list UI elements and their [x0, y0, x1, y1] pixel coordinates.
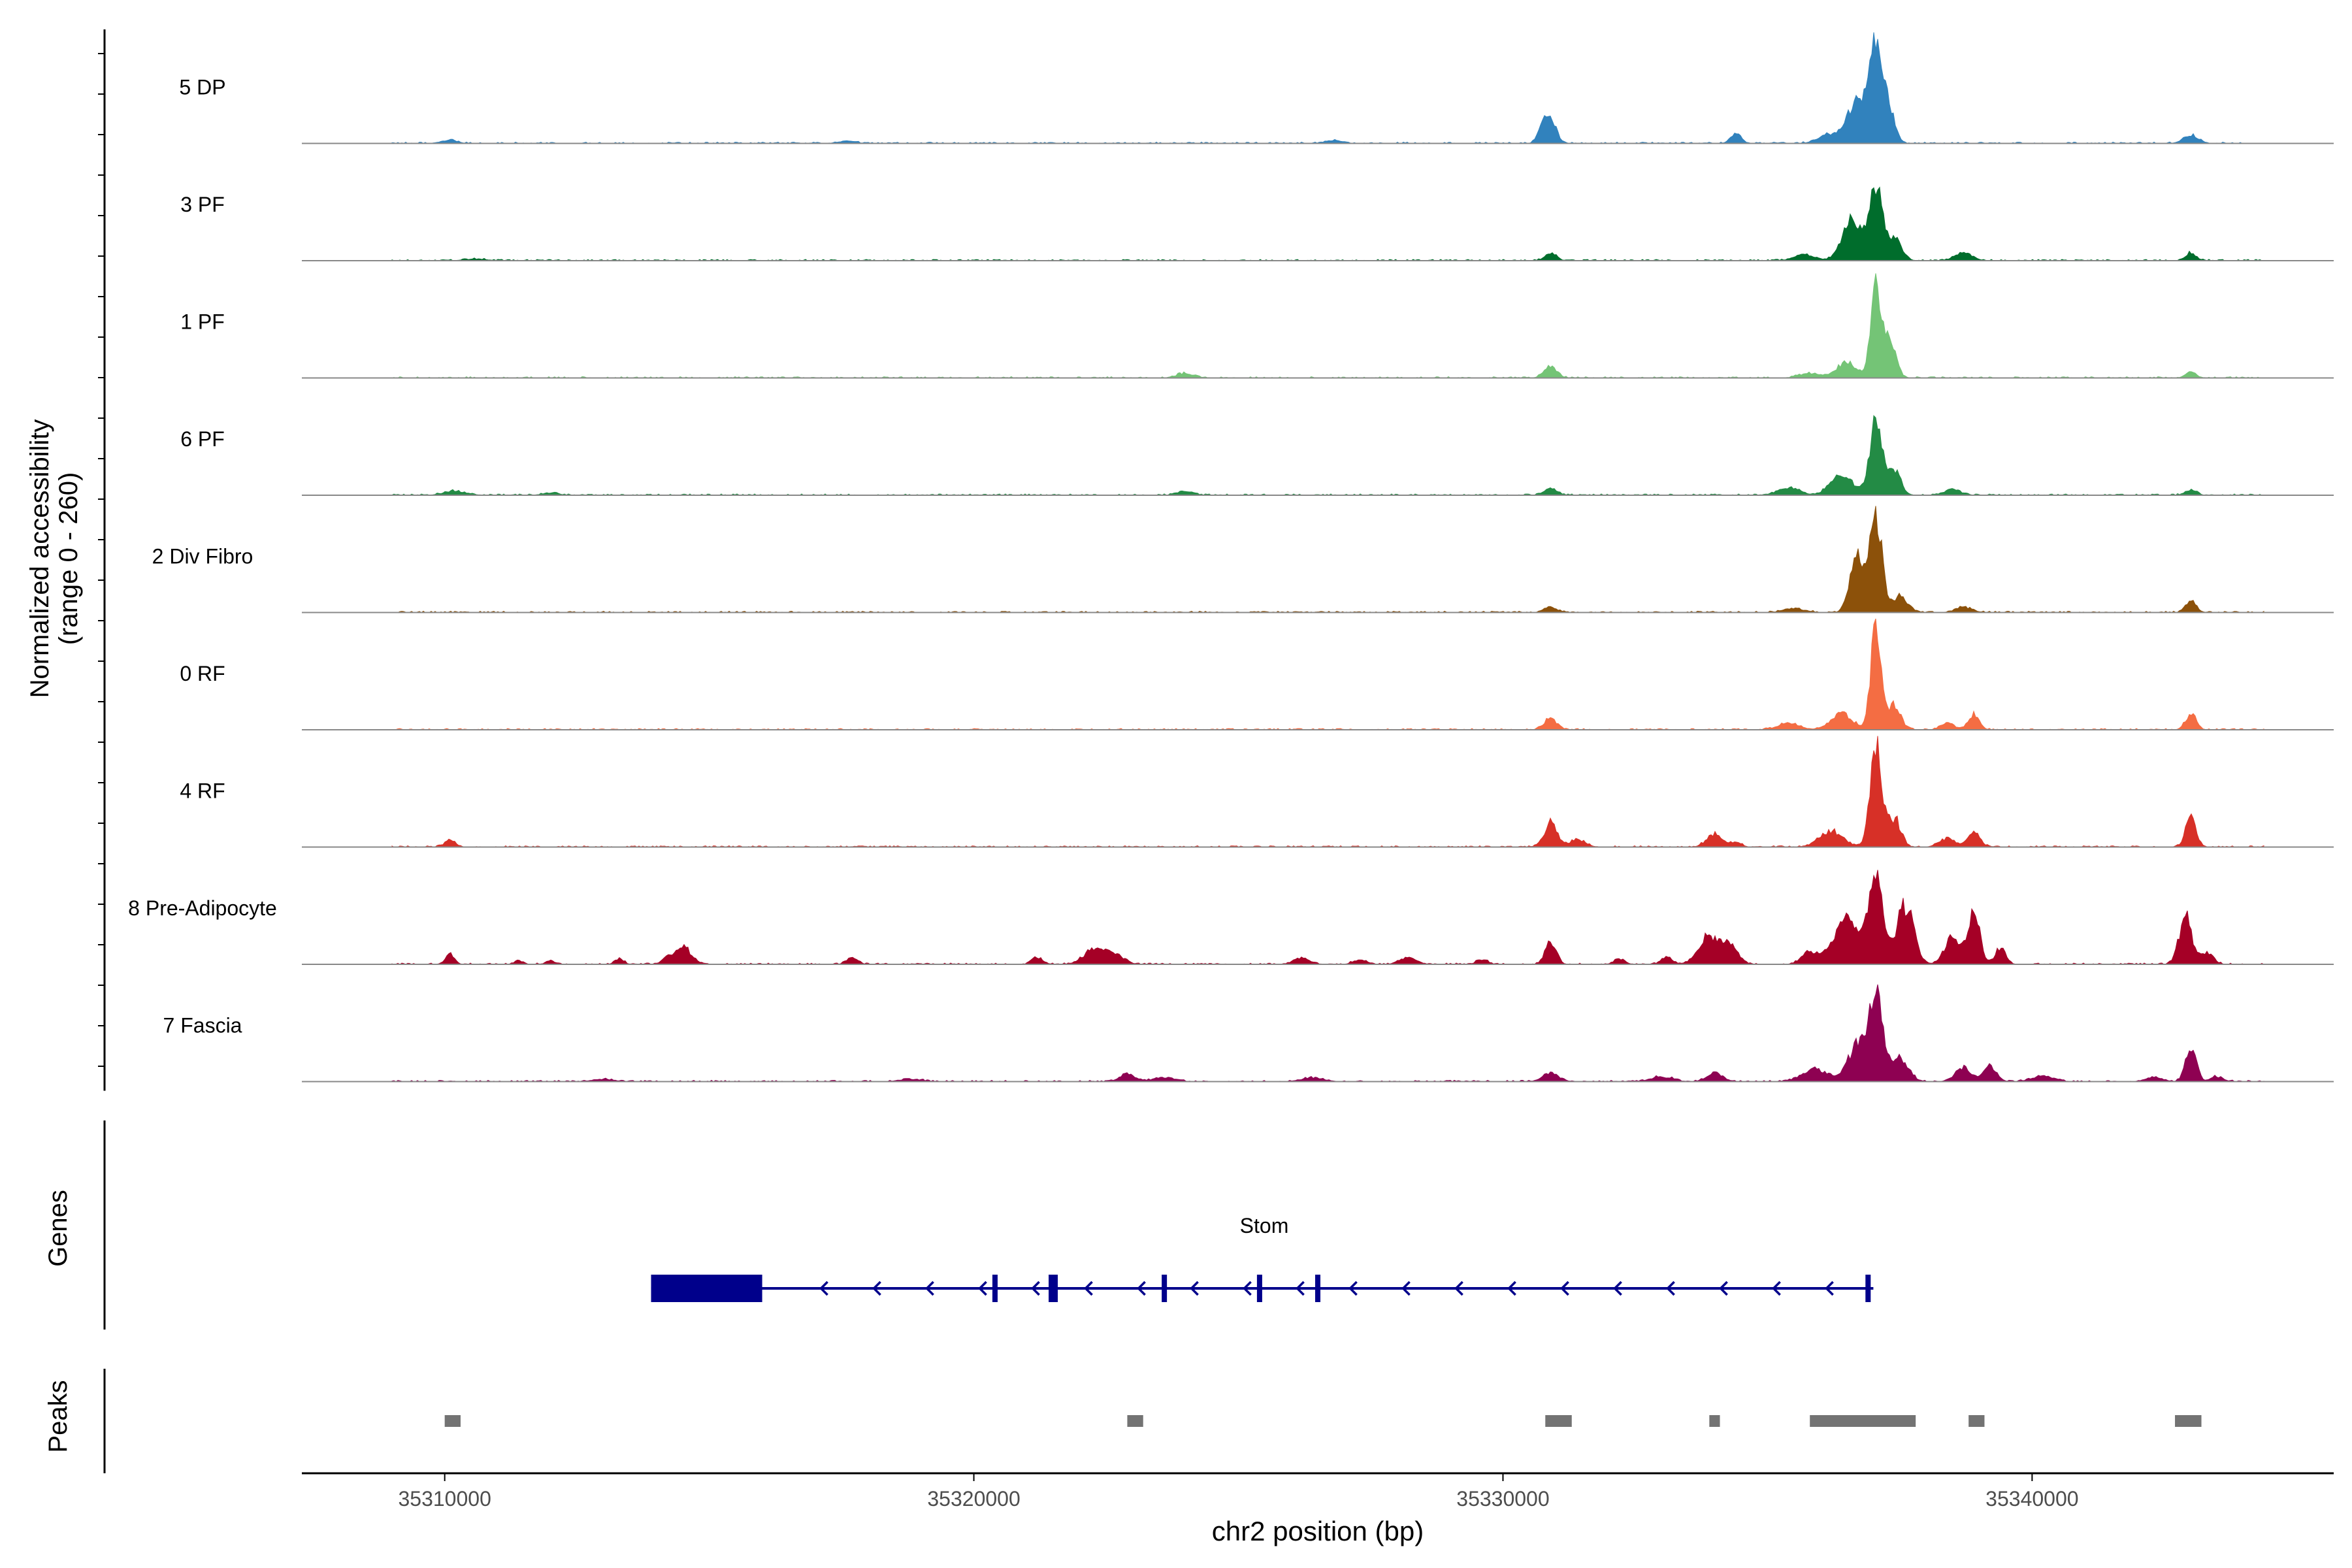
track-label: 1 PF [180, 310, 225, 334]
y-axis-label-line2: (range 0 - 260) [54, 472, 83, 645]
track-3-pf: 3 PF [180, 186, 2334, 261]
strand-arrow [1825, 1281, 1834, 1296]
peaks-track-label: Peaks [44, 1380, 73, 1452]
strand-arrow [1243, 1281, 1252, 1296]
strand-arrow [819, 1281, 828, 1296]
strand-arrow [1190, 1281, 1199, 1296]
track-label: 2 Div Fibro [152, 545, 253, 568]
strand-arrow [1137, 1281, 1146, 1296]
coverage-area [392, 506, 2264, 613]
genes-track-label: Genes [44, 1190, 73, 1267]
track-2-div-fibro: 2 Div Fibro [152, 506, 2334, 613]
peak-region [1968, 1415, 1985, 1427]
coverage-area [391, 736, 2264, 848]
track-7-fascia: 7 Fascia [163, 984, 2334, 1083]
track-label: 0 RF [180, 662, 225, 685]
coverage-area [391, 618, 2264, 730]
peak-region [1810, 1415, 1916, 1427]
strand-arrow [872, 1281, 881, 1296]
strand-arrow [925, 1281, 934, 1296]
track-label: 7 Fascia [163, 1014, 242, 1037]
strand-arrow [1666, 1281, 1675, 1296]
axes: 35310000 35320000 35330000 35340000 [98, 29, 2334, 1511]
gene-name-label: Stom [1240, 1214, 1289, 1237]
strand-arrow [1507, 1281, 1516, 1296]
peak-region [444, 1415, 461, 1427]
coverage-area [391, 186, 2264, 261]
track-label: 6 PF [180, 427, 225, 451]
strand-arrow [1296, 1281, 1305, 1296]
track-0-rf: 0 RF [180, 618, 2334, 730]
peak-region [1545, 1415, 1572, 1427]
strand-arrow [1401, 1281, 1411, 1296]
x-axis-label: chr2 position (bp) [1212, 1516, 1424, 1546]
x-tick-label: 35340000 [1985, 1487, 2078, 1511]
coverage-area [391, 32, 2264, 144]
track-8-pre-adipocyte: 8 Pre-Adipocyte [128, 870, 2334, 965]
coverage-area [391, 415, 2264, 496]
peak-region [1127, 1415, 1143, 1427]
peak-region [2175, 1415, 2202, 1427]
coverage-area [391, 273, 2264, 379]
track-label: 5 DP [179, 76, 225, 99]
track-1-pf: 1 PF [180, 273, 2334, 379]
gene-exon [1162, 1275, 1168, 1302]
coverage-area [391, 870, 2264, 965]
x-tick-label: 35310000 [398, 1487, 491, 1511]
strand-arrow [1348, 1281, 1358, 1296]
track-label: 8 Pre-Adipocyte [128, 896, 277, 920]
gene-track [651, 1275, 1874, 1302]
strand-arrow [1772, 1281, 1781, 1296]
y-axis-label-line1: Normalized accessibility [25, 419, 54, 698]
gene-exon [992, 1275, 998, 1302]
strand-arrow [978, 1281, 987, 1296]
track-5-dp: 5 DP [179, 32, 2334, 144]
track-label: 3 PF [180, 193, 225, 216]
strand-arrow [1719, 1281, 1728, 1296]
x-tick-label: 35320000 [927, 1487, 1020, 1511]
strand-arrow [1560, 1281, 1569, 1296]
peaks-track [444, 1415, 2202, 1427]
track-4-rf: 4 RF [180, 736, 2334, 848]
track-6-pf: 6 PF [180, 415, 2334, 496]
x-tick-label: 35330000 [1456, 1487, 1549, 1511]
strand-arrow [1031, 1281, 1040, 1296]
gene-utr-block [651, 1275, 762, 1302]
gene-exon [1865, 1275, 1871, 1302]
gene-exon [1049, 1275, 1058, 1302]
peak-region [1709, 1415, 1720, 1427]
strand-arrow [1613, 1281, 1622, 1296]
gene-exon [1256, 1275, 1262, 1302]
coverage-tracks: 5 DP 3 PF 1 PF 6 PF 2 Div Fibro 0 RF 4 RF 8 Pre… [128, 32, 2334, 1083]
strand-arrow [1454, 1281, 1463, 1296]
strand-arrow [1084, 1281, 1093, 1296]
coverage-area [391, 984, 2264, 1083]
gene-exon [1315, 1275, 1320, 1302]
track-label: 4 RF [180, 779, 225, 803]
